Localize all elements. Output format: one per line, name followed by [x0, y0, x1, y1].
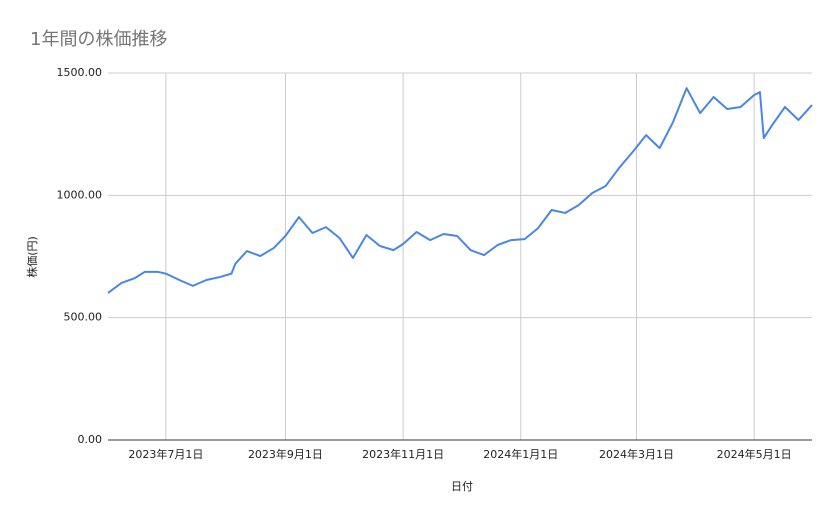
x-tick-label: 2024年5月1日: [717, 447, 792, 461]
x-tick-label: 2023年9月1日: [248, 447, 323, 461]
y-tick-label: 1000.00: [57, 188, 103, 201]
x-tick-label: 2023年7月1日: [128, 447, 203, 461]
x-tick-label: 2023年11月1日: [362, 447, 444, 461]
y-tick-label: 1500.00: [57, 66, 103, 79]
y-tick-label: 0.00: [78, 433, 103, 446]
data-line: [107, 87, 813, 294]
x-axis-label: 日付: [451, 480, 473, 493]
y-tick-label: 500.00: [64, 311, 103, 324]
chart-title: 1年間の株価推移: [30, 29, 167, 50]
x-tick-label: 2024年1月1日: [483, 447, 558, 461]
x-tick-label: 2024年3月1日: [599, 447, 674, 461]
y-axis-label: 株価(円): [25, 236, 39, 278]
